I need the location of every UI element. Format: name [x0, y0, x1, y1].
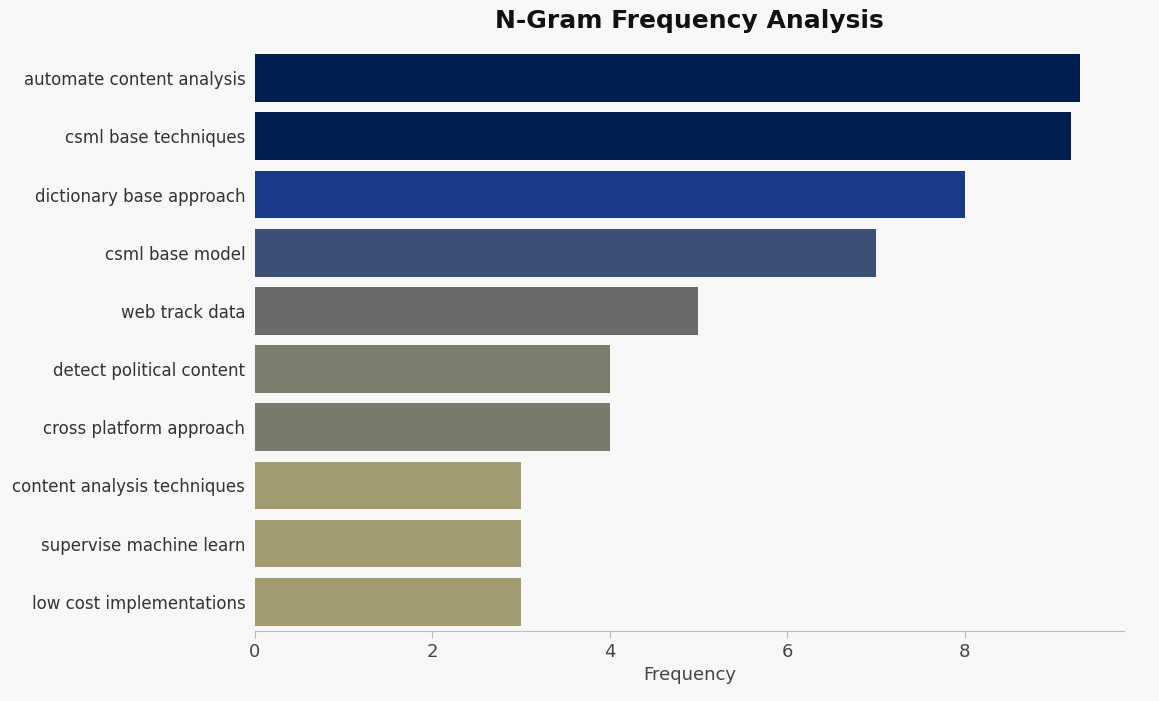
Bar	[255, 578, 522, 626]
Bar	[255, 287, 699, 335]
Bar	[255, 345, 610, 393]
Bar	[255, 112, 1071, 161]
Bar	[255, 229, 876, 277]
Bar	[255, 461, 522, 510]
Bar	[255, 403, 610, 451]
Bar	[255, 54, 1080, 102]
Title: N-Gram Frequency Analysis: N-Gram Frequency Analysis	[495, 9, 884, 33]
X-axis label: Frequency: Frequency	[643, 666, 736, 684]
Bar	[255, 519, 522, 568]
Bar	[255, 170, 964, 219]
